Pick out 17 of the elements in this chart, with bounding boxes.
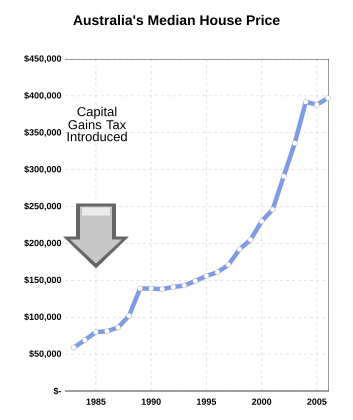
x-tick-label: 1990 — [142, 398, 161, 405]
y-tick-label: $- — [54, 387, 62, 395]
x-tick-label: 2005 — [307, 398, 327, 405]
y-tick-label: $200,000 — [24, 239, 62, 248]
y-tick-label: $50,000 — [29, 350, 62, 358]
x-tick-label: 1985 — [86, 398, 106, 405]
y-tick-label: $400,000 — [24, 92, 62, 100]
y-tick-label: $150,000 — [24, 276, 62, 284]
y-tick-label: $100,000 — [24, 313, 62, 322]
y-tick-label: $350,000 — [24, 128, 62, 137]
y-tick-label: $250,000 — [24, 202, 62, 211]
x-tick-label: 2000 — [252, 398, 272, 405]
chart-title: Australia's Median House Price — [73, 14, 280, 26]
y-tick-label: $450,000 — [24, 54, 62, 64]
x-tick-label: 1995 — [196, 398, 216, 405]
y-tick-label: $300,000 — [24, 166, 62, 174]
annotation: Capital Gains Tax Introduced — [68, 106, 127, 142]
